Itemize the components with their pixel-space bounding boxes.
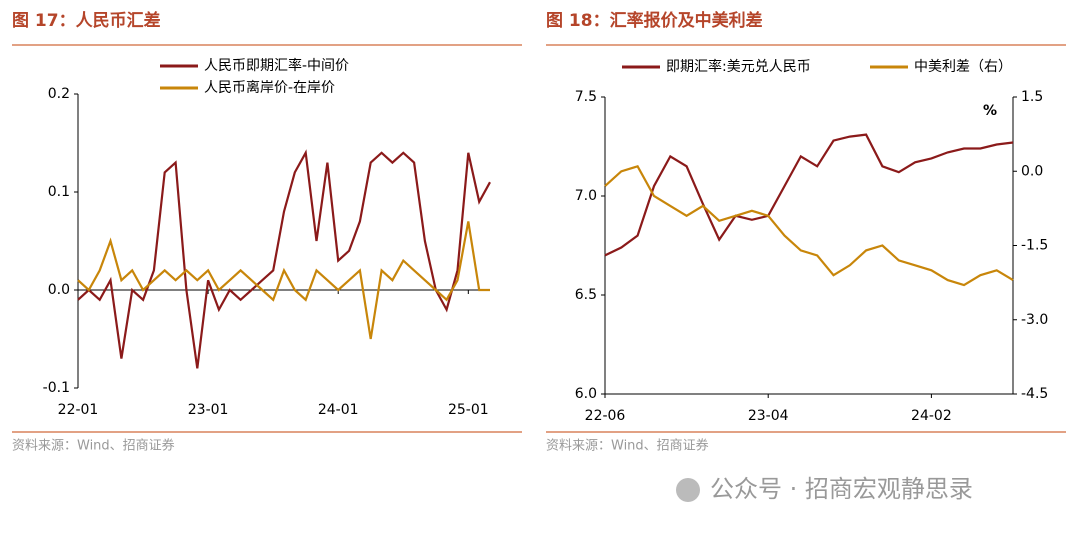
x-tick-label: 22-06	[585, 408, 626, 424]
chart-title: 图 18：汇率报价及中美利差	[546, 10, 763, 31]
y-tick-label: 7.5	[575, 89, 597, 105]
y-tick-label: -0.1	[43, 380, 70, 396]
wechat-icon	[676, 478, 700, 502]
y2-tick-label: 1.5	[1021, 89, 1043, 105]
y-tick-label: 7.0	[575, 188, 597, 204]
x-tick-label: 24-02	[911, 408, 952, 424]
x-tick-label: 22-01	[58, 402, 99, 418]
x-tick-label: 24-01	[318, 402, 359, 418]
y2-tick-label: -4.5	[1021, 386, 1048, 402]
source: 资料来源：Wind、招商证券	[546, 438, 709, 454]
x-tick-label: 25-01	[448, 402, 489, 418]
watermark: 公众号 · 招商宏观静思录	[710, 475, 973, 503]
legend-label: 中美利差（右）	[914, 59, 1012, 75]
y-tick-label: 0.2	[48, 86, 70, 102]
y-tick-label: 6.5	[575, 287, 597, 303]
y2-unit: %	[983, 103, 997, 119]
legend-label: 人民币离岸价-在岸价	[204, 79, 335, 96]
y-tick-label: 0.0	[48, 282, 70, 298]
series-line	[604, 164, 1014, 287]
chart-title: 图 17：人民币汇差	[12, 10, 161, 31]
series-line	[77, 221, 490, 340]
series-line	[604, 133, 1014, 257]
series-line	[77, 149, 491, 369]
legend-label: 即期汇率:美元兑人民币	[666, 58, 811, 75]
source: 资料来源：Wind、招商证券	[12, 438, 175, 454]
x-tick-label: 23-04	[748, 408, 789, 424]
y2-tick-label: -1.5	[1021, 238, 1048, 254]
y-tick-label: 0.1	[48, 184, 70, 200]
y-tick-label: 6.0	[575, 386, 597, 402]
legend-label: 人民币即期汇率-中间价	[204, 57, 349, 74]
y2-tick-label: -3.0	[1021, 312, 1048, 328]
x-tick-label: 23-01	[188, 402, 229, 418]
y2-tick-label: 0.0	[1021, 163, 1043, 179]
